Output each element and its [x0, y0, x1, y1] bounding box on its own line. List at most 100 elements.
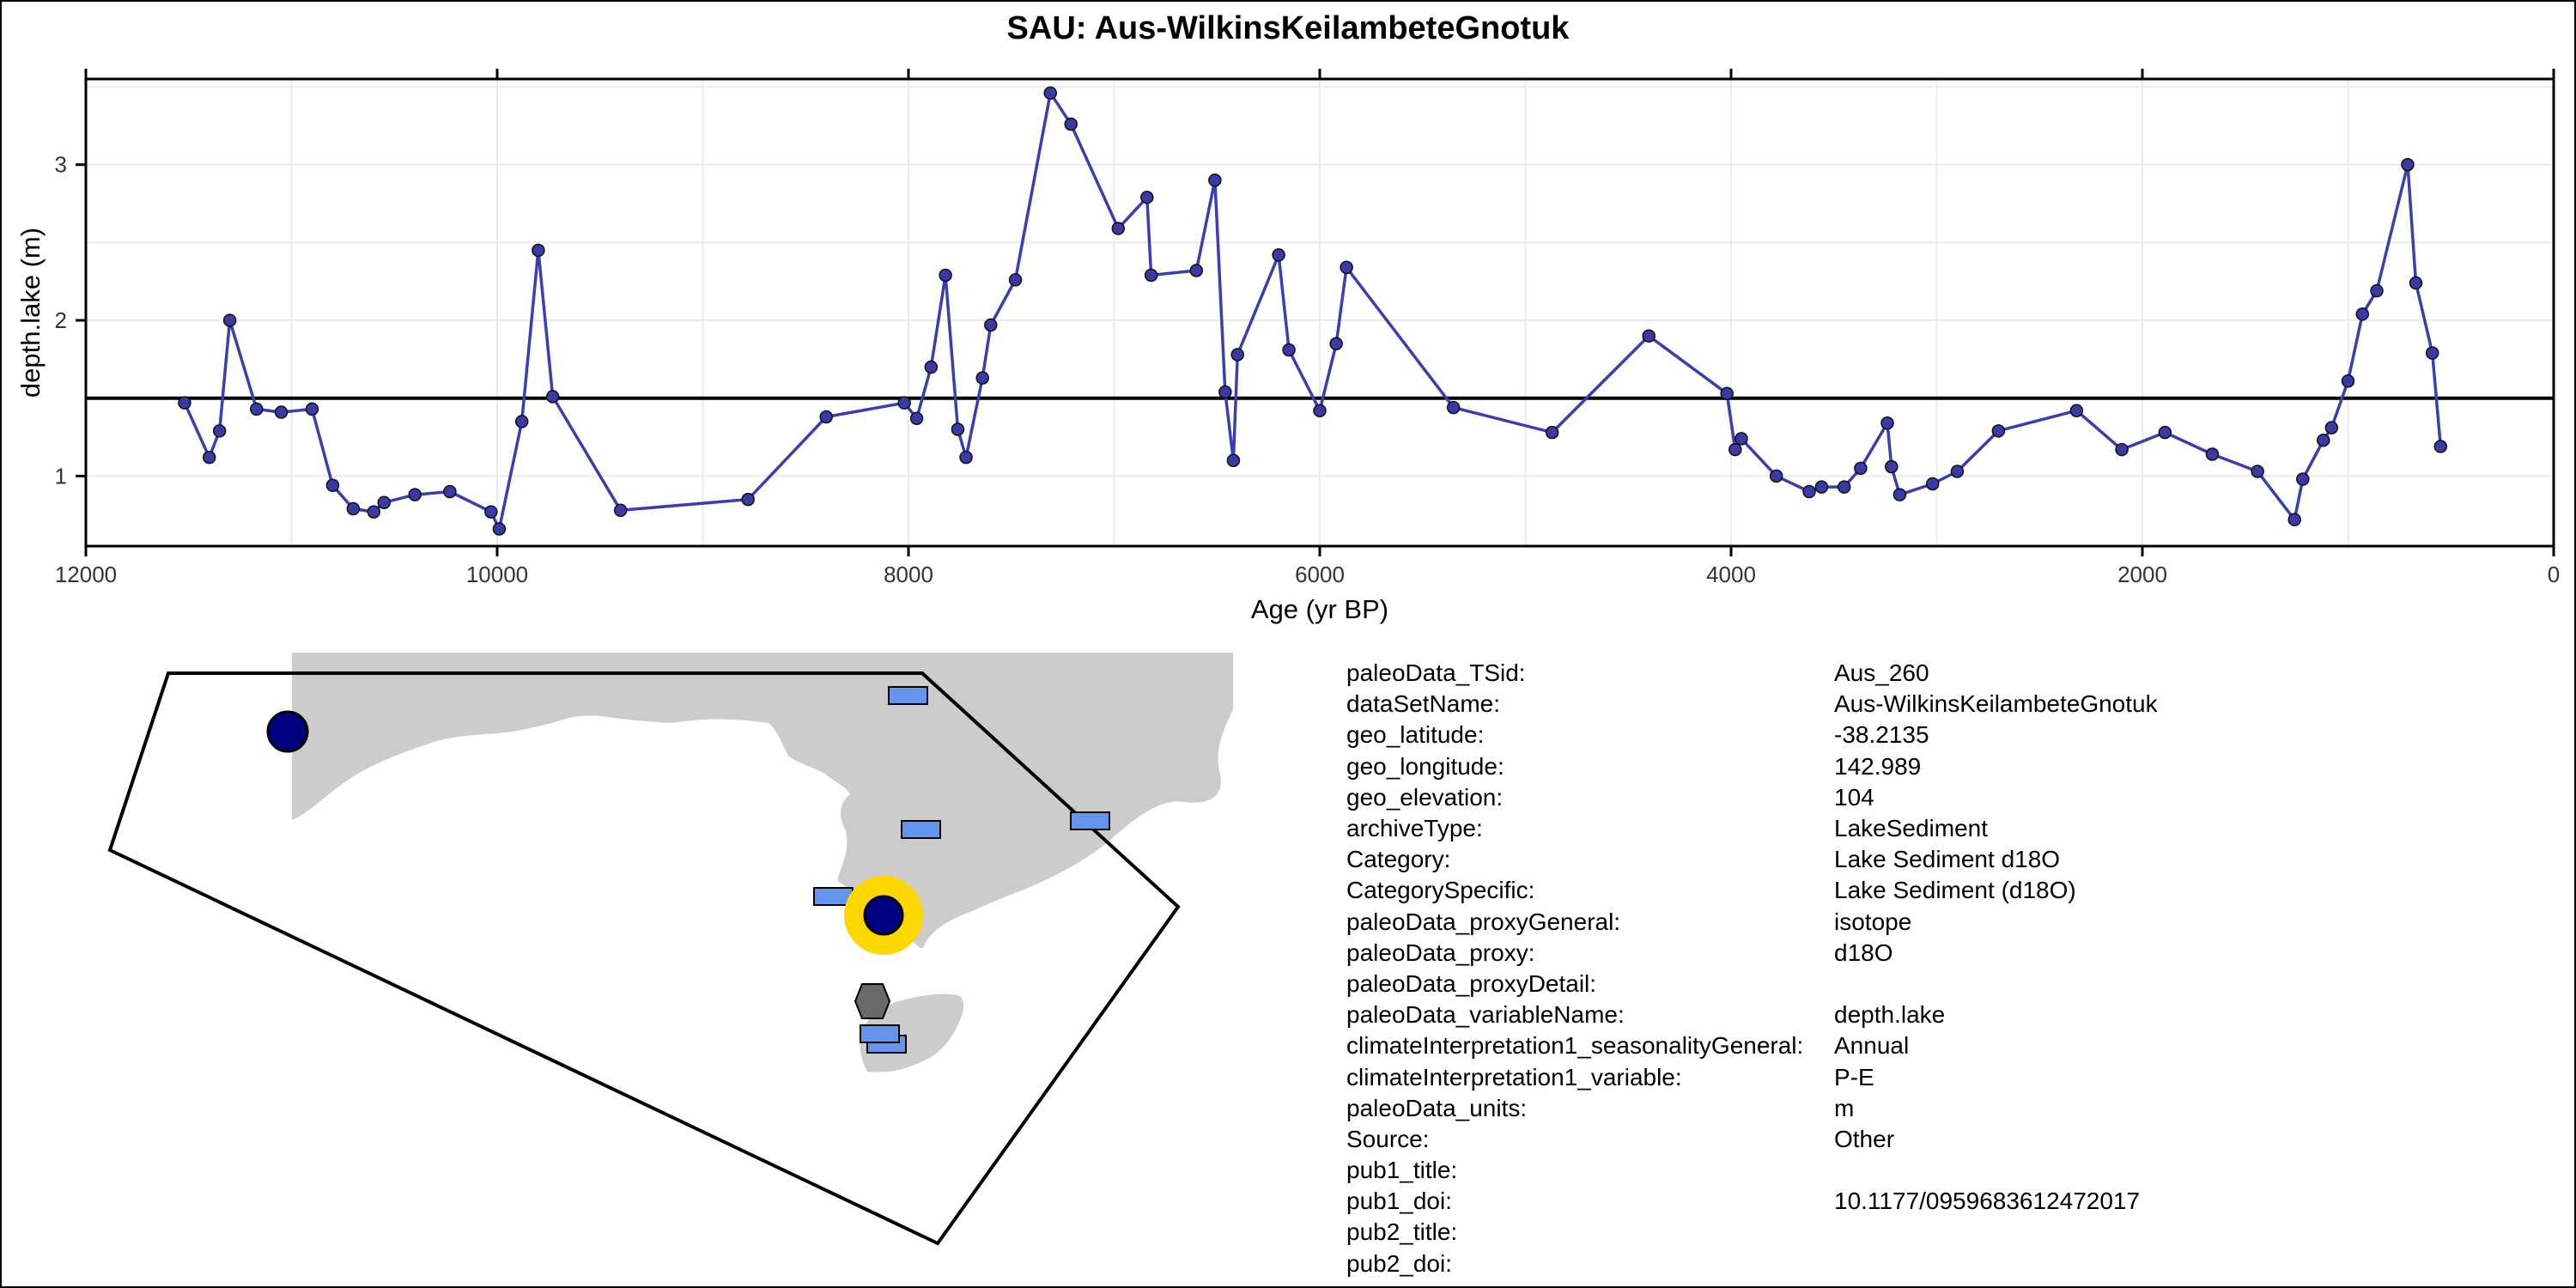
data-point — [250, 402, 264, 416]
data-point — [1140, 191, 1154, 204]
metadata-row: geo_latitude: -38.2135 — [1346, 720, 2549, 750]
data-point — [2401, 157, 2415, 172]
data-point — [1728, 442, 1742, 457]
metadata-key: paleoData_units: — [1346, 1094, 1528, 1121]
metadata-row: Category: Lake Sediment d18O — [1346, 844, 2549, 875]
metadata-key: geo_elevation: — [1346, 783, 1504, 811]
y-tick-label: 1 — [55, 463, 67, 489]
metadata-table: paleoData_TSid: Aus_260 dataSetName: Aus-Wi… — [1346, 658, 2549, 1279]
metadata-key: pub2_doi: — [1346, 1249, 1453, 1277]
metadata-value: Lake Sediment (d18O) — [1834, 877, 2076, 904]
metadata-row: paleoData_variableName: depth.lake — [1346, 999, 2549, 1030]
metadata-row: archiveType: LakeSediment — [1346, 813, 2549, 844]
data-point — [212, 424, 227, 438]
x-tick-label: 12000 — [55, 562, 117, 587]
data-point — [377, 495, 392, 509]
data-point — [1189, 264, 1204, 277]
data-point — [1446, 400, 1461, 415]
metadata-row: paleoData_proxyDetail: — [1346, 969, 2549, 999]
metadata-value: Other — [1834, 1125, 1895, 1152]
data-point — [1545, 425, 1559, 440]
data-point — [909, 411, 924, 426]
other-site-hexagon — [854, 983, 891, 1019]
y-axis-label: depth.lake (m) — [15, 228, 46, 398]
x-axis-label: Age (yr BP) — [1251, 594, 1388, 624]
data-point — [819, 410, 833, 424]
data-point — [2069, 404, 2084, 417]
x-tick-label: 4000 — [1706, 562, 1756, 587]
data-point — [2409, 276, 2423, 290]
data-point — [367, 505, 381, 519]
data-point — [178, 396, 191, 410]
data-point — [1043, 86, 1058, 100]
metadata-value: Annual — [1834, 1032, 1910, 1060]
depth-lake-chart: 12000 10000 8000 6000 4000 2000 0 1 2 3 Age (yr BP… — [15, 69, 2560, 624]
data-point — [1111, 222, 1126, 235]
data-point — [202, 450, 216, 465]
data-point — [1991, 424, 2006, 438]
record-marker — [901, 820, 941, 839]
chart-title: SAU: Aus-WilkinsKeilambeteGnotuk — [1006, 10, 1570, 46]
data-point — [1802, 484, 1816, 499]
land-mass-mainland — [292, 653, 1233, 949]
current-site-marker — [863, 895, 904, 936]
data-point — [2341, 374, 2355, 388]
data-point — [613, 503, 628, 518]
data-point — [2355, 307, 2370, 321]
data-point — [1854, 461, 1868, 476]
metadata-key: pub1_title: — [1346, 1157, 1458, 1184]
metadata-row: geo_longitude: 142.989 — [1346, 751, 2549, 782]
data-point — [346, 501, 361, 516]
metadata-row: Source: Other — [1346, 1124, 2549, 1155]
data-point — [2205, 447, 2220, 461]
metadata-key: paleoData_TSid: — [1346, 659, 1526, 687]
metadata-row: pub1_title: — [1346, 1155, 2549, 1186]
data-point — [1340, 260, 1353, 275]
data-point — [274, 405, 289, 419]
data-point — [1226, 453, 1241, 468]
data-point — [1880, 416, 1894, 430]
data-point — [951, 422, 965, 436]
metadata-key: geo_latitude: — [1346, 721, 1485, 749]
metadata-key: CategorySpecific: — [1346, 877, 1535, 904]
data-point — [1144, 268, 1158, 283]
data-point — [1230, 348, 1244, 361]
data-point — [443, 484, 457, 499]
metadata-value: Aus-WilkinsKeilambeteGnotuk — [1834, 690, 2158, 718]
data-point — [975, 371, 989, 385]
data-point — [2433, 440, 2448, 453]
x-tick-label: 10000 — [466, 562, 528, 587]
metadata-key: archiveType: — [1346, 815, 1483, 842]
metadata-key: climateInterpretation1_seasonalityGenera… — [1346, 1032, 1804, 1060]
data-point — [1642, 329, 1656, 343]
site-map — [107, 653, 1233, 1246]
data-point — [1720, 386, 1734, 401]
x-tick-label: 0 — [2548, 562, 2560, 587]
y-tick-label: 2 — [55, 307, 67, 333]
y-tick-label: 3 — [55, 152, 67, 178]
data-point — [2317, 433, 2330, 447]
data-point — [939, 268, 952, 283]
data-point — [2287, 513, 2301, 526]
record-marker — [860, 1024, 900, 1043]
data-point — [408, 488, 422, 501]
metadata-key: paleoData_proxy: — [1346, 939, 1535, 966]
data-point — [897, 396, 911, 410]
metadata-row: CategorySpecific: Lake Sediment (d18O) — [1346, 875, 2549, 906]
metadata-value: -38.2135 — [1834, 721, 1929, 749]
data-point — [959, 450, 973, 465]
metadata-value: depth.lake — [1834, 1001, 1946, 1029]
metadata-value: isotope — [1834, 908, 1912, 935]
region-boundary — [107, 671, 1181, 1246]
metadata-row: climateInterpretation1_variable: P-E — [1346, 1061, 2549, 1092]
data-point — [2251, 465, 2264, 478]
metadata-key: paleoData_variableName: — [1346, 1001, 1625, 1029]
record-marker — [1070, 811, 1110, 830]
data-point — [2296, 472, 2310, 486]
metadata-key: pub2_title: — [1346, 1218, 1458, 1246]
data-point — [545, 390, 560, 404]
metadata-row: pub1_doi: 10.1177/0959683612472017 — [1346, 1186, 2549, 1217]
metadata-key: Category: — [1346, 846, 1451, 873]
data-point — [1272, 248, 1285, 262]
data-point — [741, 492, 755, 507]
